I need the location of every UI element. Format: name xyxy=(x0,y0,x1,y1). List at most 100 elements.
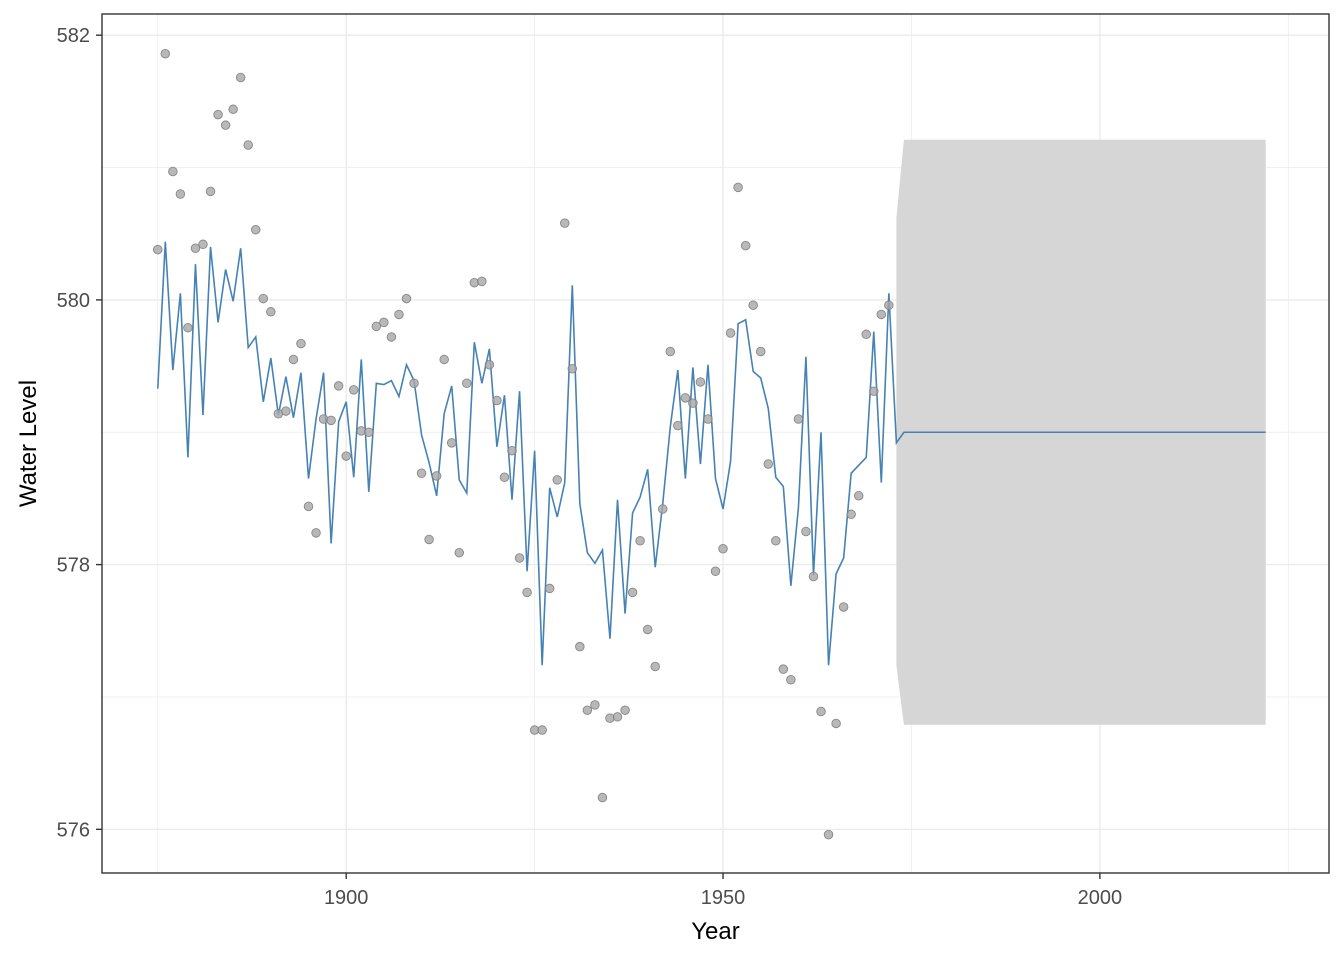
data-point xyxy=(778,664,789,674)
data-point xyxy=(763,459,774,469)
x-axis-title: Year xyxy=(691,918,740,945)
data-point xyxy=(688,398,698,408)
data-point xyxy=(582,705,593,715)
data-point xyxy=(446,438,457,448)
x-tick-label: 1950 xyxy=(701,887,746,909)
data-point xyxy=(228,104,238,115)
data-point xyxy=(220,120,231,130)
data-point xyxy=(386,332,397,342)
plot-panel xyxy=(101,13,1330,874)
y-tick-label: 578 xyxy=(57,555,90,577)
data-point xyxy=(718,543,728,554)
data-point xyxy=(266,307,276,317)
data-point xyxy=(379,317,389,328)
x-tick-label: 1900 xyxy=(324,887,369,909)
data-point xyxy=(416,468,427,479)
data-point xyxy=(243,140,253,150)
data-point xyxy=(198,239,208,250)
data-point xyxy=(620,705,630,715)
data-point xyxy=(838,602,849,612)
data-point xyxy=(333,381,344,391)
data-point xyxy=(190,243,201,254)
data-point xyxy=(861,329,871,340)
data-point xyxy=(303,501,314,512)
data-point xyxy=(703,414,713,424)
data-point xyxy=(816,706,826,717)
data-point xyxy=(499,472,510,483)
observed-points xyxy=(153,48,894,840)
data-point xyxy=(326,415,336,426)
data-point xyxy=(544,583,555,594)
data-point xyxy=(250,224,261,235)
fitted-line xyxy=(156,241,1266,666)
data-point xyxy=(884,300,894,310)
data-point xyxy=(650,661,660,672)
data-point xyxy=(439,354,449,365)
data-point xyxy=(522,587,532,598)
data-point xyxy=(394,309,404,320)
data-point xyxy=(710,566,721,576)
data-point xyxy=(168,166,178,177)
data-point xyxy=(213,109,223,120)
data-point xyxy=(801,526,811,537)
data-point xyxy=(680,393,691,403)
x-axis: 1900 1950 2000 xyxy=(324,873,1122,909)
data-point xyxy=(748,300,758,310)
data-point xyxy=(876,309,887,320)
data-point xyxy=(869,386,879,396)
data-point xyxy=(175,189,186,199)
data-point xyxy=(492,395,502,406)
data-point xyxy=(695,377,706,387)
data-point xyxy=(665,346,676,357)
data-point xyxy=(348,385,359,395)
data-point xyxy=(793,414,804,424)
data-point xyxy=(235,72,246,83)
data-point xyxy=(823,829,834,840)
data-point xyxy=(183,322,193,333)
x-tick-label: 2000 xyxy=(1078,887,1123,909)
data-point xyxy=(846,509,856,520)
data-point xyxy=(771,536,781,546)
data-point xyxy=(281,406,291,416)
data-point xyxy=(808,571,819,582)
data-point xyxy=(755,346,766,357)
data-point xyxy=(733,182,743,193)
data-point xyxy=(364,427,374,438)
data-point xyxy=(657,504,668,514)
y-tick-label: 580 xyxy=(57,290,90,312)
data-point xyxy=(627,587,638,598)
data-point xyxy=(409,378,419,389)
data-point xyxy=(462,378,472,389)
data-point xyxy=(590,700,600,710)
data-point xyxy=(560,218,570,228)
y-tick-label: 576 xyxy=(57,819,90,841)
data-point xyxy=(642,624,653,635)
data-point xyxy=(597,792,608,803)
data-point xyxy=(725,328,736,338)
data-point xyxy=(454,547,465,558)
data-point xyxy=(341,451,351,461)
data-point xyxy=(507,446,517,456)
data-point xyxy=(484,360,495,370)
y-axis: 576 578 580 582 xyxy=(57,25,102,841)
data-point xyxy=(296,338,306,349)
data-point xyxy=(153,244,163,255)
data-point xyxy=(311,528,321,538)
data-point xyxy=(853,491,864,501)
data-point xyxy=(612,712,623,722)
data-point xyxy=(537,725,547,735)
data-point xyxy=(205,186,216,197)
data-point xyxy=(371,321,382,332)
y-tick-label: 582 xyxy=(57,25,90,47)
data-point xyxy=(552,475,562,485)
data-point xyxy=(288,354,299,365)
data-point xyxy=(635,536,645,546)
data-point xyxy=(514,553,525,563)
data-point xyxy=(431,471,442,481)
panel-border xyxy=(101,13,1330,874)
data-point xyxy=(575,641,585,652)
data-point xyxy=(740,240,751,251)
data-point xyxy=(673,420,683,431)
data-point xyxy=(401,293,412,304)
